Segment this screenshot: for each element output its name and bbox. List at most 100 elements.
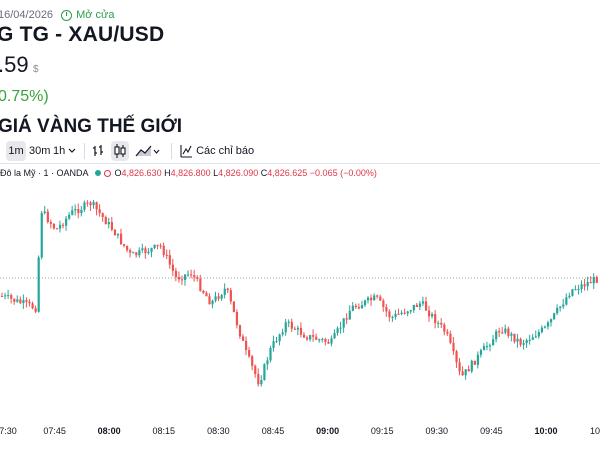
candle-body	[226, 288, 229, 291]
candle-body	[238, 325, 242, 337]
candle-body	[360, 305, 364, 309]
candle-body	[293, 328, 296, 330]
candle-body	[22, 300, 25, 304]
candle-body	[174, 270, 178, 278]
candle-body	[580, 284, 583, 290]
candle-body	[415, 304, 418, 307]
candle-body	[409, 310, 412, 312]
x-tick-label: 07:45	[43, 426, 66, 436]
candle-body	[235, 311, 239, 326]
candle-body	[357, 307, 361, 309]
candle-body	[272, 341, 275, 348]
candle-body	[470, 360, 473, 372]
candle-body	[46, 211, 49, 223]
candle-body	[138, 250, 141, 256]
candle-body	[165, 254, 168, 256]
candle-body	[19, 299, 22, 304]
candle-body	[58, 224, 62, 229]
candle-body	[205, 292, 208, 297]
candle-body	[223, 288, 226, 296]
candle-body	[153, 244, 156, 249]
interval-1m-button[interactable]: 1m	[6, 141, 26, 161]
candle-body	[345, 318, 348, 320]
x-tick-label: 09:15	[371, 426, 394, 436]
candles-group	[1, 199, 598, 387]
candle-style-button[interactable]	[111, 141, 129, 161]
market-open-dot-icon	[94, 170, 101, 176]
candle-body	[412, 304, 415, 311]
x-tick-label: 08:00	[98, 426, 121, 436]
candle-body	[385, 306, 388, 312]
candle-body	[522, 343, 525, 345]
area-style-icon	[135, 145, 160, 157]
candle-body	[113, 229, 117, 236]
candle-body	[406, 311, 409, 314]
candle-body	[31, 303, 34, 309]
indicators-button[interactable]: Các chỉ báo	[179, 141, 254, 161]
area-style-button[interactable]	[134, 141, 160, 161]
candle-body	[577, 289, 580, 291]
candle-body	[482, 346, 486, 351]
candlestick-chart[interactable]: 7:30 07:45 08:00 08:15 08:30 08:45 09:00 09:15 0…	[0, 178, 600, 450]
candle-body	[342, 318, 345, 328]
candle-body	[540, 327, 544, 333]
candle-body	[571, 289, 574, 296]
candle-body	[333, 332, 336, 339]
legend-low-label: L	[213, 168, 219, 178]
toolbar-divider	[84, 143, 85, 159]
candle-body	[251, 356, 254, 366]
candle-body	[132, 252, 135, 254]
candle-body	[245, 340, 248, 351]
current-price: .59	[0, 52, 29, 77]
candle-body	[431, 314, 434, 317]
candle-body	[513, 333, 516, 342]
candle-body	[190, 274, 193, 276]
candle-body	[144, 248, 147, 254]
candle-body	[147, 251, 150, 254]
candle-body	[241, 336, 245, 341]
candle-style-icon	[114, 144, 126, 158]
candle-body	[379, 296, 382, 301]
candle-body	[309, 335, 312, 340]
candle-body	[150, 248, 153, 252]
section-title: GIÁ VÀNG THẾ GIỚI	[0, 116, 183, 137]
candle-body	[324, 339, 327, 342]
candle-body	[592, 277, 595, 284]
candle-body	[40, 213, 43, 258]
legend-close-label: C	[260, 168, 268, 178]
x-tick-label: 10	[590, 426, 600, 436]
bar-style-button[interactable]	[90, 141, 106, 161]
candle-body	[74, 209, 77, 211]
interval-dropdown-button[interactable]	[67, 141, 79, 161]
x-tick-label: 08:45	[262, 426, 285, 436]
candle-body	[492, 339, 495, 346]
candle-body	[428, 310, 431, 317]
candle-body	[193, 275, 196, 278]
candle-body	[485, 346, 489, 348]
candle-body	[116, 233, 120, 236]
interval-30m-button[interactable]: 30m	[29, 145, 51, 157]
candle-body	[394, 313, 397, 318]
candle-body	[531, 337, 534, 340]
candle-body	[489, 345, 492, 347]
candle-body	[275, 341, 278, 343]
candle-body	[424, 301, 428, 311]
candle-body	[80, 209, 83, 214]
candle-body	[589, 282, 592, 284]
candle-body	[568, 295, 571, 298]
candle-body	[290, 321, 293, 329]
candle-body	[98, 209, 101, 214]
candle-body	[52, 223, 56, 229]
candle-body	[321, 339, 324, 341]
candle-body	[574, 289, 577, 291]
candle-body	[101, 213, 104, 218]
candle-body	[220, 295, 223, 299]
candle-body	[504, 328, 507, 333]
candle-body	[7, 295, 10, 297]
candle-body	[443, 324, 446, 332]
candle-body	[367, 297, 370, 301]
interval-1h-button[interactable]: 1h	[53, 145, 66, 157]
candle-body	[119, 233, 123, 245]
candle-body	[458, 362, 461, 372]
candle-body	[187, 274, 190, 276]
